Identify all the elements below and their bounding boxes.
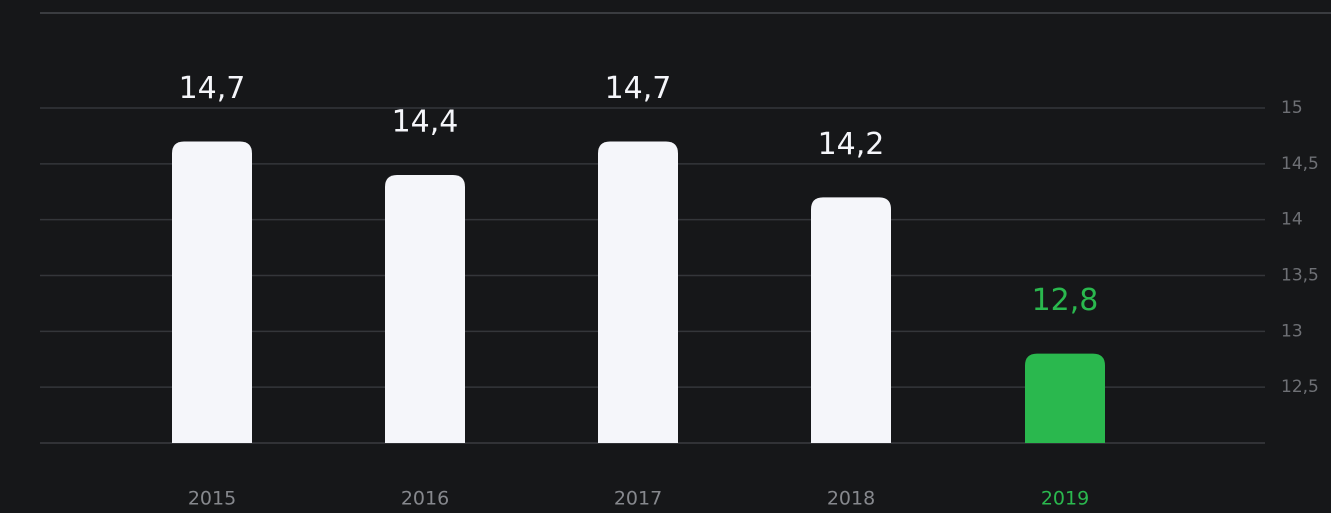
x-tick-label: 2015 — [188, 488, 236, 510]
bar — [385, 175, 465, 443]
y-tick-label: 14 — [1281, 210, 1303, 230]
value-label: 14,7 — [605, 71, 672, 106]
bar — [172, 141, 252, 443]
value-label: 14,7 — [179, 71, 246, 106]
x-tick-label: 2019 — [1041, 488, 1089, 510]
bar — [811, 197, 891, 443]
y-tick-label: 12,5 — [1281, 377, 1319, 397]
x-tick-label: 2016 — [401, 488, 449, 510]
y-tick-label: 13,5 — [1281, 266, 1319, 286]
value-label: 12,8 — [1032, 283, 1099, 318]
bar — [598, 141, 678, 443]
bar — [1025, 353, 1105, 443]
y-tick-label: 15 — [1281, 98, 1303, 118]
y-tick-label: 14,5 — [1281, 154, 1319, 174]
x-tick-label: 2017 — [614, 488, 662, 510]
value-label: 14,2 — [818, 127, 885, 162]
y-tick-label: 13 — [1281, 321, 1303, 341]
x-tick-label: 2018 — [827, 488, 875, 510]
value-label: 14,4 — [392, 105, 459, 140]
